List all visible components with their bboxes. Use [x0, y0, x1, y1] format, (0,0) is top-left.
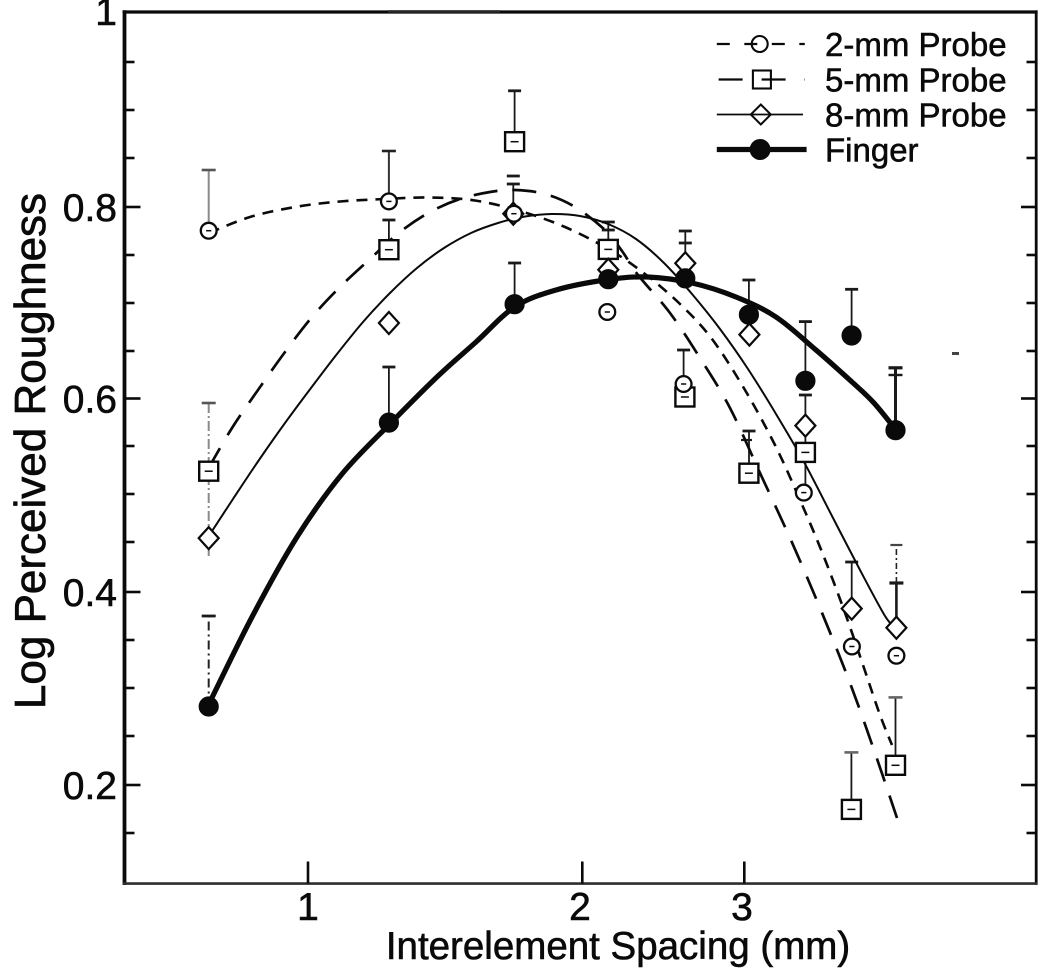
svg-text:2-mm Probe: 2-mm Probe	[825, 26, 1007, 63]
svg-text:Finger: Finger	[825, 131, 919, 168]
svg-text:Log Perceived Roughness: Log Perceived Roughness	[6, 193, 55, 709]
svg-text:2: 2	[569, 886, 591, 929]
svg-text:1: 1	[297, 886, 319, 929]
svg-text:0.4: 0.4	[63, 572, 117, 615]
svg-text:Interelement Spacing (mm): Interelement Spacing (mm)	[386, 925, 850, 968]
svg-text:8-mm Probe: 8-mm Probe	[825, 96, 1007, 133]
svg-text:0.6: 0.6	[63, 379, 117, 422]
svg-text:3: 3	[731, 886, 753, 929]
svg-text:1: 1	[95, 0, 117, 34]
svg-text:5-mm Probe: 5-mm Probe	[825, 61, 1007, 98]
svg-text:0.2: 0.2	[63, 765, 117, 808]
svg-text:0.8: 0.8	[63, 187, 117, 230]
